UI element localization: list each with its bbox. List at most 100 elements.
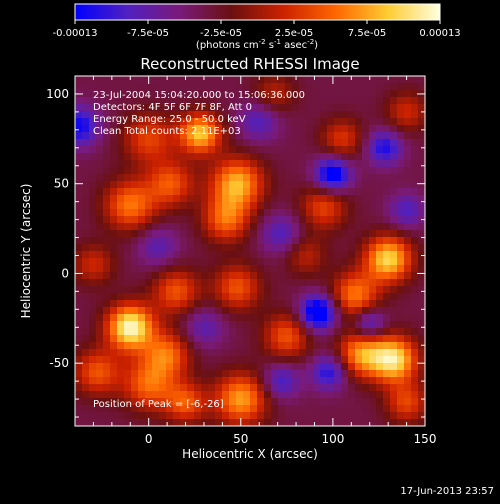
heatmap-cell <box>278 328 286 336</box>
heatmap-cell <box>166 405 174 413</box>
heatmap-cell <box>271 412 279 420</box>
heatmap-cell <box>75 412 83 420</box>
heatmap-cell <box>201 307 209 315</box>
heatmap-cell <box>187 356 195 364</box>
heatmap-cell <box>355 202 363 210</box>
heatmap-cell <box>110 279 118 287</box>
heatmap-cell <box>271 209 279 217</box>
heatmap-cell <box>131 132 139 140</box>
heatmap-cell <box>264 160 272 168</box>
heatmap-cell <box>285 230 293 238</box>
heatmap-cell <box>411 405 419 413</box>
heatmap-cell <box>257 230 265 238</box>
heatmap-cell <box>418 412 425 420</box>
heatmap-cell <box>355 412 363 420</box>
heatmap-cell <box>348 195 356 203</box>
heatmap-cell <box>376 377 384 385</box>
heatmap-cell <box>334 328 342 336</box>
heatmap-cell <box>138 405 146 413</box>
heatmap-cell <box>257 356 265 364</box>
heatmap-cell <box>390 230 398 238</box>
heatmap-cell <box>124 328 132 336</box>
heatmap-cell <box>348 349 356 357</box>
heatmap-cell <box>124 237 132 245</box>
heatmap-cell <box>271 314 279 322</box>
heatmap-cell <box>348 146 356 154</box>
heatmap-cell <box>166 90 174 98</box>
heatmap-cell <box>355 419 363 426</box>
heatmap-cell <box>194 139 202 147</box>
heatmap-cell <box>257 328 265 336</box>
heatmap-cell <box>124 153 132 161</box>
heatmap-cell <box>362 216 370 224</box>
heatmap-cell <box>313 321 321 329</box>
heatmap-cell <box>194 405 202 413</box>
heatmap-cell <box>404 83 412 91</box>
heatmap-cell <box>271 223 279 231</box>
heatmap-cell <box>166 153 174 161</box>
heatmap-cell <box>320 104 328 112</box>
heatmap-cell <box>75 300 83 308</box>
heatmap-cell <box>292 216 300 224</box>
heatmap-cell <box>411 118 419 126</box>
heatmap-cell <box>299 286 307 294</box>
heatmap-cell <box>355 377 363 385</box>
heatmap-cell <box>222 293 230 301</box>
heatmap-cell <box>236 307 244 315</box>
heatmap-cell <box>215 279 223 287</box>
heatmap-cell <box>348 167 356 175</box>
heatmap-cell <box>82 97 90 105</box>
heatmap-cell <box>404 160 412 168</box>
heatmap-cell <box>75 160 83 168</box>
heatmap-cell <box>194 363 202 371</box>
heatmap-cell <box>285 405 293 413</box>
heatmap-cell <box>152 286 160 294</box>
heatmap-cell <box>299 188 307 196</box>
heatmap-cell <box>250 209 258 217</box>
heatmap-cell <box>201 363 209 371</box>
heatmap-cell <box>334 188 342 196</box>
heatmap-cell <box>348 286 356 294</box>
heatmap-cell <box>250 97 258 105</box>
heatmap-cell <box>369 356 377 364</box>
heatmap-cell <box>320 244 328 252</box>
heatmap-cell <box>348 202 356 210</box>
heatmap-cell <box>250 188 258 196</box>
heatmap-cell <box>341 307 349 315</box>
heatmap-cell <box>110 265 118 273</box>
heatmap-cell <box>320 195 328 203</box>
heatmap-cell <box>299 104 307 112</box>
heatmap-cell <box>180 216 188 224</box>
heatmap-cell <box>404 363 412 371</box>
heatmap-cell <box>257 384 265 392</box>
heatmap-cell <box>320 83 328 91</box>
heatmap-cell <box>208 356 216 364</box>
heatmap-cell <box>278 139 286 147</box>
heatmap-cell <box>334 202 342 210</box>
heatmap-cell <box>229 279 237 287</box>
heatmap-cell <box>292 398 300 406</box>
heatmap-cell <box>96 419 104 426</box>
heatmap-cell <box>334 377 342 385</box>
heatmap-cell <box>173 195 181 203</box>
heatmap-cell <box>180 202 188 210</box>
heatmap-cell <box>250 377 258 385</box>
heatmap-cell <box>278 419 286 426</box>
heatmap-cell <box>376 307 384 315</box>
heatmap-cell <box>166 300 174 308</box>
heatmap-cell <box>138 146 146 154</box>
heatmap-cell <box>166 321 174 329</box>
heatmap-cell <box>306 104 314 112</box>
heatmap-cell <box>299 118 307 126</box>
heatmap-cell <box>299 258 307 266</box>
heatmap-cell <box>96 251 104 259</box>
heatmap-cell <box>194 335 202 343</box>
heatmap-cell <box>383 363 391 371</box>
heatmap-cell <box>166 244 174 252</box>
heatmap-cell <box>257 132 265 140</box>
heatmap-cell <box>180 167 188 175</box>
heatmap-cell <box>103 104 111 112</box>
heatmap-cell <box>292 272 300 280</box>
heatmap-cell <box>299 83 307 91</box>
info-line-4: Clean Total counts: 2.11E+03 <box>93 126 241 137</box>
